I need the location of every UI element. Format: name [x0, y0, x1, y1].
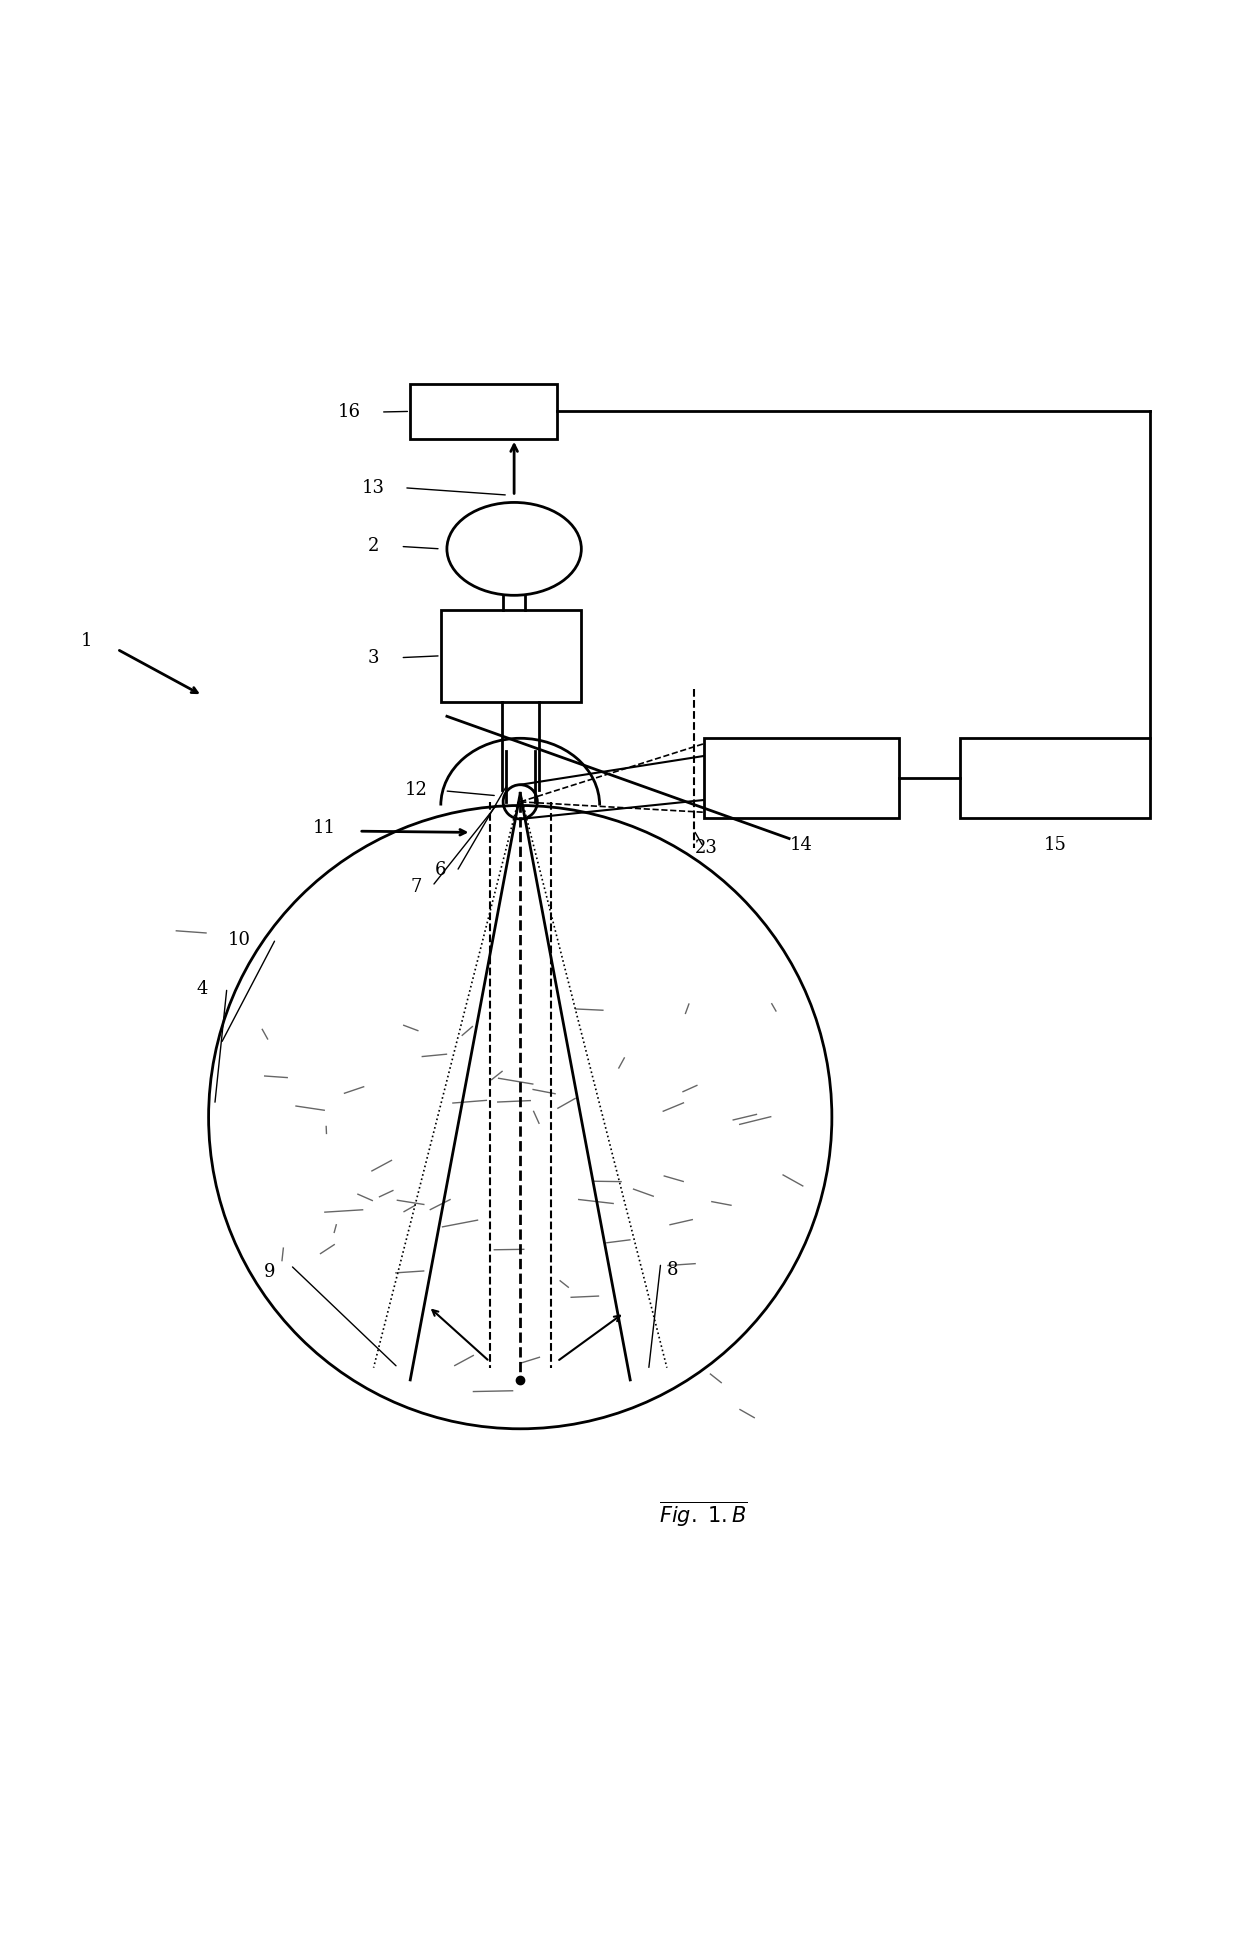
Circle shape	[503, 784, 538, 819]
FancyBboxPatch shape	[441, 609, 581, 701]
Text: 14: 14	[790, 837, 813, 854]
Text: 10: 10	[227, 932, 251, 949]
Text: 16: 16	[337, 404, 361, 421]
Text: 23: 23	[695, 839, 717, 858]
Text: 15: 15	[1043, 837, 1067, 854]
Text: 4: 4	[197, 980, 208, 998]
Text: 7: 7	[410, 879, 421, 897]
Ellipse shape	[447, 503, 581, 596]
Text: 8: 8	[667, 1262, 679, 1279]
Text: 11: 11	[313, 819, 336, 837]
Text: $\overline{\mathit{Fig.\ 1.B}}$: $\overline{\mathit{Fig.\ 1.B}}$	[659, 1500, 748, 1530]
Text: 9: 9	[265, 1264, 276, 1281]
Text: 2: 2	[368, 538, 379, 555]
Text: 12: 12	[405, 780, 428, 798]
FancyBboxPatch shape	[410, 384, 557, 439]
FancyBboxPatch shape	[960, 738, 1149, 817]
Text: 3: 3	[368, 648, 379, 666]
FancyBboxPatch shape	[703, 738, 899, 817]
Text: 1: 1	[80, 631, 93, 650]
Text: 6: 6	[435, 862, 446, 879]
Text: 13: 13	[362, 479, 386, 497]
